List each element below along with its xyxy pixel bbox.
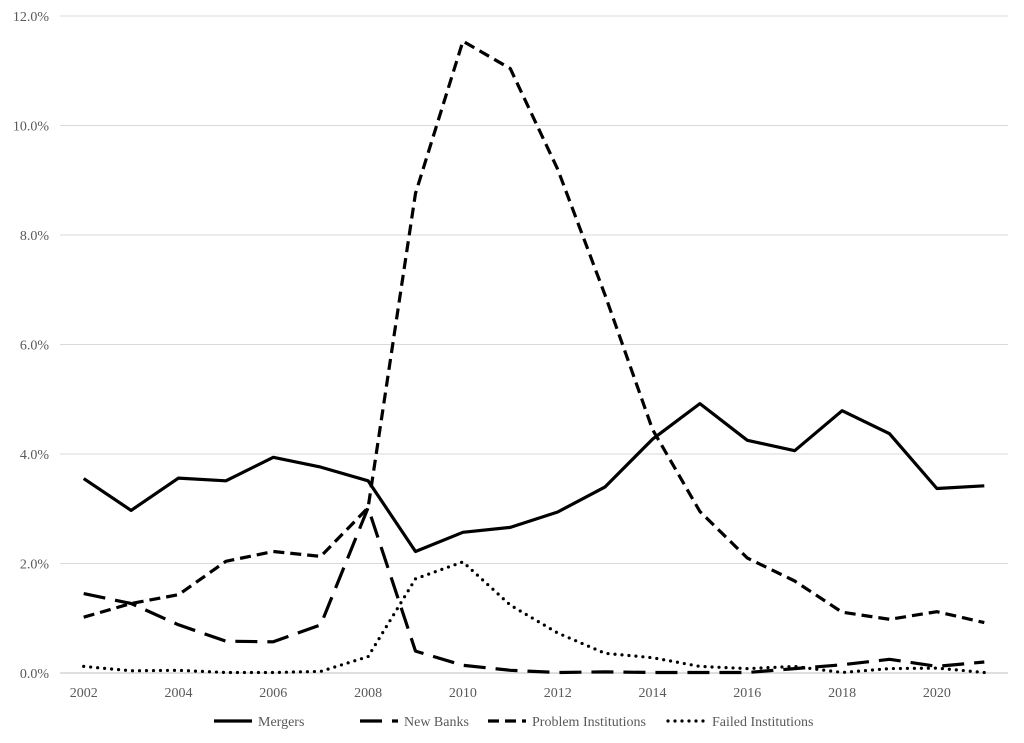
y-axis-tick-labels: 0.0% 2.0% 4.0% 6.0% 8.0% 10.0% 12.0% xyxy=(13,10,50,682)
legend-label: Mergers xyxy=(258,715,304,730)
x-tick-label: 2012 xyxy=(544,686,572,701)
gridlines xyxy=(60,15,1008,674)
legend-label: Problem Institutions xyxy=(532,715,646,730)
x-tick-label: 2016 xyxy=(733,686,761,701)
series-line-failed-institutions xyxy=(82,560,986,675)
y-tick-label: 4.0% xyxy=(20,448,50,463)
legend: Mergers New Banks Problem Institutions Fail… xyxy=(214,715,814,730)
x-tick-label: 2006 xyxy=(259,686,287,701)
y-tick-label: 0.0% xyxy=(20,667,50,682)
x-tick-label: 2004 xyxy=(165,686,193,701)
x-axis-tick-labels: 2002 2004 2006 2008 2010 2012 2014 2016 2018 2020 xyxy=(70,686,951,701)
legend-label: New Banks xyxy=(404,715,469,730)
series-lines xyxy=(82,39,986,675)
x-tick-label: 2010 xyxy=(449,686,477,701)
series-line-new-banks xyxy=(83,506,985,675)
x-tick-label: 2018 xyxy=(828,686,856,701)
x-tick-label: 2014 xyxy=(639,686,667,701)
series-line-problem-institutions xyxy=(83,39,985,625)
y-tick-label: 2.0% xyxy=(20,558,50,573)
y-tick-label: 12.0% xyxy=(13,10,50,25)
y-tick-label: 10.0% xyxy=(13,120,50,135)
y-tick-label: 6.0% xyxy=(20,339,50,354)
x-tick-label: 2008 xyxy=(354,686,382,701)
x-tick-label: 2002 xyxy=(70,686,98,701)
x-tick-label: 2020 xyxy=(923,686,951,701)
legend-label: Failed Institutions xyxy=(712,715,814,730)
series-line-mergers xyxy=(82,402,985,554)
y-tick-label: 8.0% xyxy=(20,229,50,244)
